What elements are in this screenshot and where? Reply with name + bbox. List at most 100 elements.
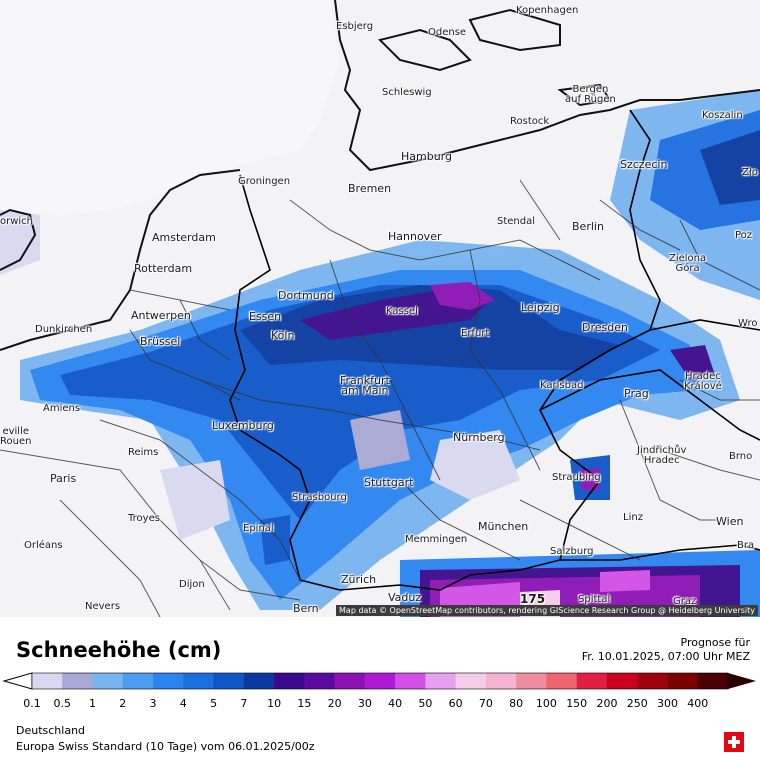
scale-swatch <box>425 673 457 689</box>
scale-arrow-max <box>728 673 756 689</box>
scale-swatch <box>213 673 245 689</box>
color-scale-bar <box>2 672 756 690</box>
city-label-spittal: Spittal <box>578 594 611 605</box>
scale-frame <box>31 672 729 690</box>
city-label-wien: Wien <box>716 515 744 528</box>
city-label-wro: Wro <box>738 318 758 329</box>
scale-swatch <box>92 673 124 689</box>
city-label-munchen: München <box>478 520 529 533</box>
city-label-zurich: Zürich <box>341 573 377 586</box>
scale-swatch <box>334 673 366 689</box>
city-label-rotterdam: Rotterdam <box>134 262 193 275</box>
scale-tick-label: 2 <box>119 697 127 710</box>
scale-tick-label: 80 <box>509 697 524 710</box>
scale-tick-label: 5 <box>210 697 218 710</box>
city-label-reims: Reims <box>128 447 159 458</box>
map-area[interactable]: Esbjerg Odense Kopenhagen Schleswig Berg… <box>0 0 760 617</box>
city-label-kassel: Kassel <box>386 306 418 317</box>
scale-tick-label: 400 <box>687 697 709 710</box>
scale-tick-label: 4 <box>179 697 187 710</box>
city-label-amsterdam: Amsterdam <box>152 231 216 244</box>
city-label-prag: Prag <box>624 387 649 400</box>
city-label-dresden: Dresden <box>582 321 628 334</box>
city-label-graz: Graz <box>673 596 697 607</box>
scale-swatch <box>153 673 184 689</box>
city-label-stuttgart: Stuttgart <box>364 476 414 489</box>
scale-swatch <box>667 673 699 689</box>
scale-swatch <box>606 673 638 689</box>
scale-tick-label: 3 <box>149 697 157 710</box>
city-label-luxemburg: Luxemburg <box>212 419 274 432</box>
scale-swatch <box>243 673 275 689</box>
city-label-amiens: Amiens <box>43 403 81 414</box>
city-label-linz: Linz <box>623 512 643 523</box>
scale-swatch <box>183 673 215 689</box>
scale-tick-label: 7 <box>240 697 248 710</box>
city-label-berlin: Berlin <box>572 220 604 233</box>
model-run-label: Europa Swiss Standard (10 Tage) vom 06.0… <box>16 740 315 753</box>
city-label-hamburg: Hamburg <box>401 150 452 163</box>
scale-tick-label: 70 <box>478 697 493 710</box>
city-label-salzburg: Salzburg <box>550 546 594 557</box>
scale-tick-label: 15 <box>297 697 312 710</box>
scale-swatch <box>122 673 154 689</box>
city-label-bremen: Bremen <box>348 182 392 195</box>
city-label-paris: Paris <box>50 472 77 485</box>
city-label-kopenhagen: Kopenhagen <box>516 5 579 16</box>
city-label-stendal: Stendal <box>497 216 536 227</box>
city-label-erfurt: Erfurt <box>461 328 490 339</box>
scale-swatch <box>637 673 668 689</box>
city-label-troyes: Troyes <box>128 513 160 524</box>
scale-swatch <box>364 673 396 689</box>
city-label-brno: Brno <box>729 451 753 462</box>
scale-swatch <box>455 673 487 689</box>
scale-tick-label: 200 <box>596 697 618 710</box>
city-label-bern: Bern <box>293 602 319 615</box>
map-attribution[interactable]: Map data © OpenStreetMap contributors, r… <box>336 605 758 616</box>
forecast-info: Prognose für Fr. 10.01.2025, 07:00 Uhr M… <box>582 636 750 664</box>
scale-swatch <box>546 673 578 689</box>
scale-swatch <box>395 673 426 689</box>
swiss-flag-icon <box>724 732 744 752</box>
city-label-dijon: Dijon <box>179 579 205 590</box>
city-label-jindrichuv: Jindřichův Hradec <box>637 445 687 466</box>
city-label-dunkirchen: Dunkirchen <box>35 324 93 335</box>
scale-swatch <box>516 673 547 689</box>
city-label-odense: Odense <box>428 27 467 38</box>
city-label-antwerpen: Antwerpen <box>131 309 191 322</box>
scale-swatch <box>62 673 94 689</box>
scale-swatch <box>32 673 63 689</box>
city-label-straubing: Straubing <box>552 472 601 483</box>
city-label-hradec: Hradec Králové <box>684 371 722 392</box>
scale-tick-label: 1 <box>89 697 97 710</box>
forecast-time: Fr. 10.01.2025, 07:00 Uhr MEZ <box>581 650 750 663</box>
scale-arrow-min <box>2 672 33 690</box>
scale-tick-label: 50 <box>418 697 433 710</box>
city-label-poz: Poz <box>735 230 753 241</box>
scale-tick-label: 40 <box>388 697 403 710</box>
city-label-memmingen: Memmingen <box>405 534 468 545</box>
city-label-norwich: orwich <box>0 216 34 227</box>
scale-swatch <box>485 673 517 689</box>
scale-swatch <box>304 673 336 689</box>
scale-tick-label: 300 <box>656 697 678 710</box>
scale-tick-label: 250 <box>626 697 648 710</box>
snow-depth-map <box>0 0 760 617</box>
city-label-groningen: Groningen <box>238 176 291 187</box>
city-label-koln: Köln <box>271 329 295 342</box>
city-label-vaduz: Vaduz <box>388 591 422 604</box>
city-label-brussel: Brüssel <box>140 335 181 348</box>
city-label-esbjerg: Esbjerg <box>336 21 374 32</box>
city-label-nurnberg: Nürnberg <box>453 431 505 444</box>
city-label-bergen: Bergen auf Rügen <box>565 84 616 105</box>
forecast-label: Prognose für <box>680 636 751 649</box>
scale-tick-label: 30 <box>357 697 372 710</box>
scale-tick-label: 0.5 <box>53 697 72 710</box>
scale-tick-label: 20 <box>327 697 342 710</box>
city-label-koszalin: Koszalin <box>702 110 743 121</box>
region-label: Deutschland <box>16 724 86 737</box>
city-label-rouen: eville Rouen <box>0 426 32 447</box>
city-label-zielona: Zielona Góra <box>669 253 707 274</box>
city-label-bra: Bra <box>737 540 755 551</box>
scale-tick-label: 100 <box>535 697 557 710</box>
